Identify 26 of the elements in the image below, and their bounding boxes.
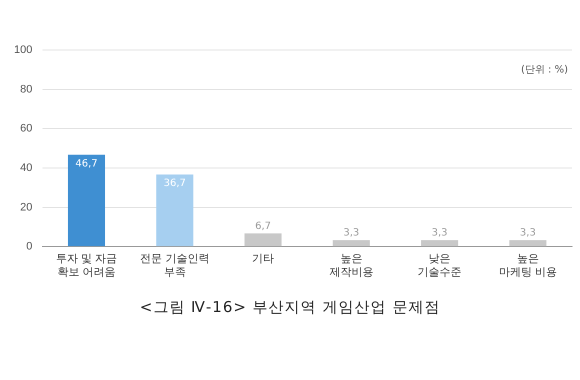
- data-label: 3,3: [343, 228, 360, 239]
- x-tick-label: 전문 기술인력 부족: [140, 253, 210, 278]
- x-tick-label: 높은 제작비용: [329, 253, 374, 278]
- x-tick-label: 높은 마케팅 비용: [498, 253, 557, 278]
- text: <그림 Ⅳ-16> 부산지역 게임산업 문제점: [138, 298, 442, 317]
- bar: [244, 233, 282, 246]
- y-tick-label: 20: [20, 201, 32, 214]
- data-label: 3,3: [432, 228, 448, 239]
- y-tick-label: 100: [14, 44, 32, 56]
- x-tick-label: 투자 및 자금 확보 어려움: [56, 253, 118, 278]
- data-label: 3,3: [520, 228, 536, 239]
- x-tick-label: 낮은 기술수준: [418, 253, 462, 278]
- bar: [332, 240, 370, 246]
- bar: [156, 174, 194, 246]
- data-label: 36,7: [164, 178, 186, 190]
- data-label: 46,7: [75, 158, 98, 170]
- y-tick-label: 80: [20, 83, 32, 96]
- annotation: (단위 : %): [520, 64, 568, 76]
- x-tick-label: 기타: [252, 253, 274, 266]
- bar: [421, 240, 458, 246]
- bar: [68, 154, 106, 246]
- data-label: 6,7: [255, 221, 271, 232]
- y-tick-label: 0: [26, 240, 32, 253]
- y-tick-label: 60: [20, 122, 32, 135]
- bar: [509, 240, 546, 246]
- y-tick-label: 40: [20, 162, 32, 174]
